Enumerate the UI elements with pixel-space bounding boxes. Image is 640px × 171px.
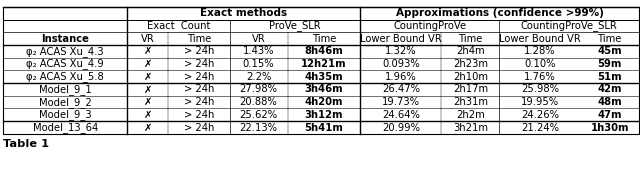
Text: 24.64%: 24.64% bbox=[382, 110, 420, 120]
Text: 26.47%: 26.47% bbox=[382, 84, 420, 94]
Text: VR: VR bbox=[141, 34, 154, 44]
Text: 1.76%: 1.76% bbox=[524, 72, 556, 82]
Text: > 24h: > 24h bbox=[184, 72, 214, 82]
Text: VR: VR bbox=[252, 34, 266, 44]
Text: Exact methods: Exact methods bbox=[200, 8, 287, 18]
Text: Lower Bound VR: Lower Bound VR bbox=[499, 34, 581, 44]
Text: Instance: Instance bbox=[41, 34, 89, 44]
Text: 0.093%: 0.093% bbox=[382, 59, 420, 69]
Text: Time: Time bbox=[187, 34, 211, 44]
Text: ✗: ✗ bbox=[143, 122, 152, 133]
Text: 20.88%: 20.88% bbox=[240, 97, 278, 107]
Text: Lower Bound VR: Lower Bound VR bbox=[360, 34, 442, 44]
Text: φ₂ ACAS Xu_4.9: φ₂ ACAS Xu_4.9 bbox=[26, 58, 104, 69]
Text: 48m: 48m bbox=[597, 97, 622, 107]
Text: 21.24%: 21.24% bbox=[521, 122, 559, 133]
Text: CountingProVe: CountingProVe bbox=[394, 21, 467, 31]
Text: Approximations (confidence >99%): Approximations (confidence >99%) bbox=[396, 8, 604, 18]
Bar bbox=[3, 7, 639, 134]
Text: Time: Time bbox=[312, 34, 336, 44]
Text: 0.15%: 0.15% bbox=[243, 59, 275, 69]
Text: Model_9_3: Model_9_3 bbox=[39, 109, 92, 120]
Text: 3h46m: 3h46m bbox=[305, 84, 343, 94]
Text: 59m: 59m bbox=[598, 59, 622, 69]
Text: 2h17m: 2h17m bbox=[453, 84, 488, 94]
Text: 8h46m: 8h46m bbox=[305, 46, 343, 56]
Text: 1.96%: 1.96% bbox=[385, 72, 417, 82]
Text: 19.95%: 19.95% bbox=[521, 97, 559, 107]
Text: φ₂ ACAS Xu_5.8: φ₂ ACAS Xu_5.8 bbox=[26, 71, 104, 82]
Text: Time: Time bbox=[458, 34, 483, 44]
Text: 25.62%: 25.62% bbox=[239, 110, 278, 120]
Text: φ₂ ACAS Xu_4.3: φ₂ ACAS Xu_4.3 bbox=[26, 46, 104, 57]
Text: ProVe_SLR: ProVe_SLR bbox=[269, 21, 321, 31]
Text: > 24h: > 24h bbox=[184, 84, 214, 94]
Text: 27.98%: 27.98% bbox=[239, 84, 278, 94]
Text: 24.26%: 24.26% bbox=[521, 110, 559, 120]
Text: 25.98%: 25.98% bbox=[521, 84, 559, 94]
Text: 5h41m: 5h41m bbox=[305, 122, 344, 133]
Text: 2h10m: 2h10m bbox=[453, 72, 488, 82]
Text: > 24h: > 24h bbox=[184, 122, 214, 133]
Text: Exact  Count: Exact Count bbox=[147, 21, 210, 31]
Text: > 24h: > 24h bbox=[184, 46, 214, 56]
Text: ✗: ✗ bbox=[143, 59, 152, 69]
Text: 12h21m: 12h21m bbox=[301, 59, 347, 69]
Text: 1.43%: 1.43% bbox=[243, 46, 275, 56]
Text: Time: Time bbox=[598, 34, 622, 44]
Text: ✗: ✗ bbox=[143, 46, 152, 56]
Text: ✗: ✗ bbox=[143, 110, 152, 120]
Text: 3h21m: 3h21m bbox=[453, 122, 488, 133]
Text: 2h23m: 2h23m bbox=[453, 59, 488, 69]
Text: 1h30m: 1h30m bbox=[591, 122, 629, 133]
Text: 3h12m: 3h12m bbox=[305, 110, 343, 120]
Text: 4h20m: 4h20m bbox=[305, 97, 343, 107]
Text: ✗: ✗ bbox=[143, 72, 152, 82]
Text: Table 1: Table 1 bbox=[3, 139, 49, 149]
Text: > 24h: > 24h bbox=[184, 59, 214, 69]
Text: CountingProVe_SLR: CountingProVe_SLR bbox=[521, 21, 618, 31]
Text: 47m: 47m bbox=[597, 110, 622, 120]
Text: Model_9_1: Model_9_1 bbox=[39, 84, 92, 95]
Text: 2h31m: 2h31m bbox=[453, 97, 488, 107]
Text: 0.10%: 0.10% bbox=[524, 59, 556, 69]
Text: 2h4m: 2h4m bbox=[456, 46, 484, 56]
Text: Model_13_64: Model_13_64 bbox=[33, 122, 98, 133]
Text: > 24h: > 24h bbox=[184, 110, 214, 120]
Text: 1.32%: 1.32% bbox=[385, 46, 417, 56]
Text: Model_9_2: Model_9_2 bbox=[39, 97, 92, 108]
Text: ✗: ✗ bbox=[143, 97, 152, 107]
Text: > 24h: > 24h bbox=[184, 97, 214, 107]
Text: 1.28%: 1.28% bbox=[524, 46, 556, 56]
Text: 45m: 45m bbox=[597, 46, 622, 56]
Text: 2h2m: 2h2m bbox=[456, 110, 485, 120]
Text: 51m: 51m bbox=[597, 72, 622, 82]
Text: 4h35m: 4h35m bbox=[305, 72, 343, 82]
Text: 19.73%: 19.73% bbox=[382, 97, 420, 107]
Text: 20.99%: 20.99% bbox=[382, 122, 420, 133]
Text: 2.2%: 2.2% bbox=[246, 72, 271, 82]
Text: 42m: 42m bbox=[597, 84, 622, 94]
Text: ✗: ✗ bbox=[143, 84, 152, 94]
Text: 22.13%: 22.13% bbox=[239, 122, 278, 133]
